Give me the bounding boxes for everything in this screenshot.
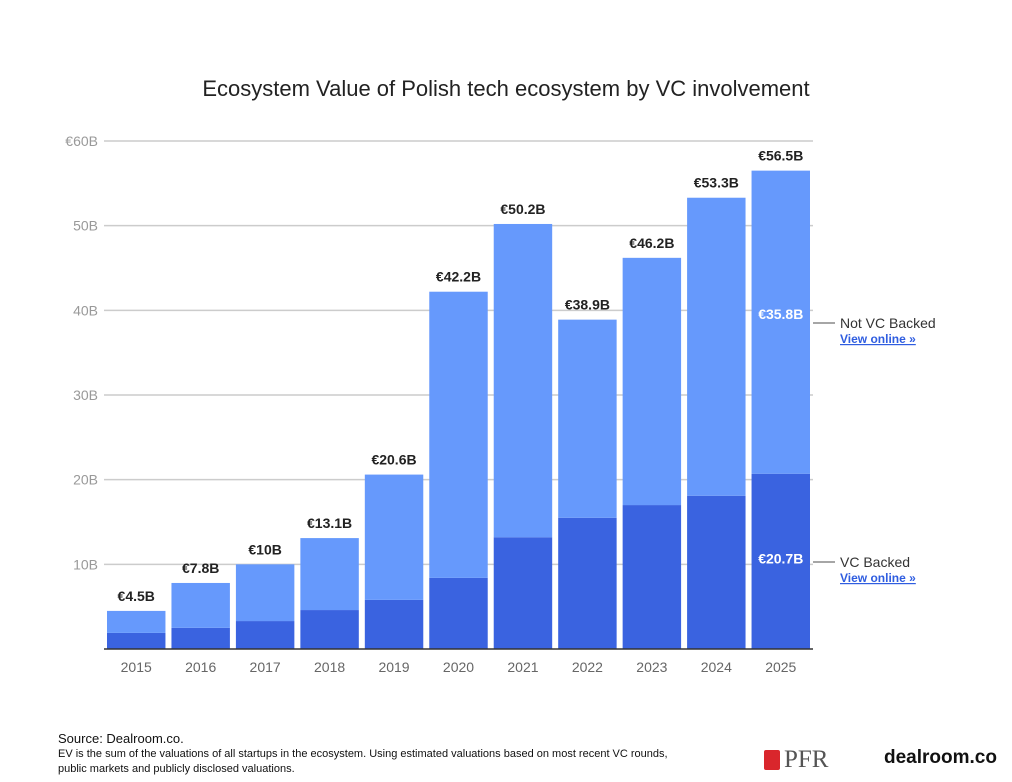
bar-not-vc-backed [300,538,359,611]
x-tick-label: 2025 [765,659,796,675]
bar-vc-backed [622,505,682,649]
y-tick-label: €60B [65,133,98,149]
x-tick-label: 2024 [701,659,732,675]
bar-vc-backed [300,610,359,649]
bar-not-vc-backed [493,223,553,538]
total-label: €42.2B [436,269,481,285]
bar-vc-backed [687,495,746,649]
dealroom-logo: dealroom.co [884,747,997,768]
bar-vc-backed [429,577,488,649]
bar-vc-backed [493,537,553,649]
source-text: Source: Dealroom.co. [58,731,184,746]
pfr-logo-text: PFR [784,746,829,773]
pfr-logo: PFR [764,746,828,774]
bar-not-vc-backed [235,564,295,622]
bar-not-vc-backed [751,170,810,474]
bar-not-vc-backed [558,319,617,518]
total-label: €4.5B [118,588,155,604]
bar-vc-backed [107,632,166,649]
y-tick-label: 50B [73,218,98,234]
total-label: €7.8B [182,560,219,576]
segment-label-vc: €20.7B [758,551,803,567]
bar-vc-backed [751,473,810,649]
chart-title: Ecosystem Value of Polish tech ecosystem… [202,76,810,101]
legend-label: Not VC Backed [840,315,936,331]
total-label: €20.6B [371,452,416,468]
legend-label: VC Backed [840,554,910,570]
bar-vc-backed [558,517,617,649]
y-tick-label: 30B [73,387,98,403]
segment-label-not-vc: €35.8B [758,306,803,322]
view-online-link[interactable]: View online » [840,571,916,585]
x-tick-label: 2017 [250,659,281,675]
bar-not-vc-backed [622,257,682,506]
stacked-bar-chart: 10B 20B 30B 40B 50B €60B €4.5B 2015 €7.8B 2016 €10… [65,133,936,675]
total-label: €38.9B [565,297,610,313]
bar-vc-backed [171,627,230,649]
bar-not-vc-backed [107,610,166,633]
x-tick-label: 2016 [185,659,216,675]
y-tick-label: 10B [73,556,98,572]
x-tick-label: 2021 [507,659,538,675]
pfr-logo-icon [764,750,780,770]
footnote: EV is the sum of the valuations of all s… [58,748,668,775]
y-tick-label: 40B [73,302,98,318]
bar-not-vc-backed [171,582,230,628]
bar-not-vc-backed [687,197,746,496]
x-tick-label: 2020 [443,659,474,675]
view-online-link[interactable]: View online » [840,332,916,346]
total-label: €10B [248,541,281,557]
total-label: €56.5B [758,148,803,164]
bar-not-vc-backed [364,474,424,600]
x-tick-label: 2015 [121,659,152,675]
bar-vc-backed [235,621,295,649]
total-label: €50.2B [500,201,545,217]
total-label: €13.1B [307,515,352,531]
total-label: €53.3B [694,175,739,191]
x-tick-label: 2019 [378,659,409,675]
x-tick-label: 2022 [572,659,603,675]
x-tick-label: 2023 [636,659,667,675]
bar-not-vc-backed [429,291,488,578]
bar-vc-backed [364,599,424,649]
x-tick-label: 2018 [314,659,345,675]
y-tick-label: 20B [73,472,98,488]
total-label: €46.2B [629,235,674,251]
